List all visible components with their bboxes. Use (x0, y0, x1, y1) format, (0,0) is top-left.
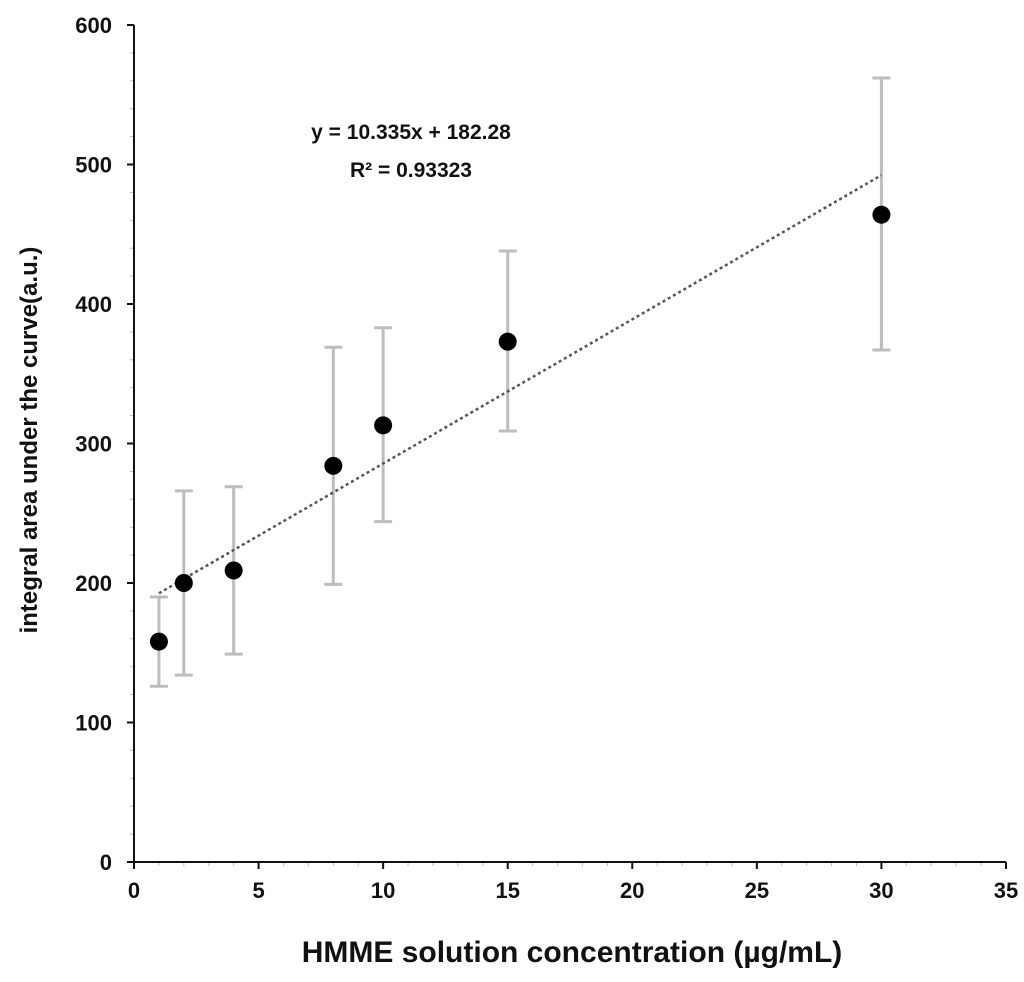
minor-ticks (130, 52, 982, 866)
x-tick-label: 25 (745, 878, 769, 903)
y-tick-label: 600 (75, 13, 112, 38)
trendline (158, 174, 883, 595)
x-axis-title: HMME solution concentration (µg/mL) (302, 936, 843, 969)
data-points (149, 205, 891, 651)
x-tick-label: 0 (128, 878, 140, 903)
y-tick-label: 100 (75, 711, 112, 736)
y-tick-label: 500 (75, 153, 112, 178)
data-point (224, 561, 243, 580)
data-point (872, 205, 891, 224)
data-point (374, 416, 393, 435)
y-tick-label: 200 (75, 571, 112, 596)
y-axis-ticks: 0 100 200 300 400 500 600 (75, 13, 134, 875)
x-tick-label: 20 (620, 878, 644, 903)
y-axis-title: integral area under the curve(a.u.) (16, 247, 43, 634)
trendline-equation: y = 10.335x + 182.28 (311, 121, 511, 144)
data-point (149, 632, 168, 651)
x-tick-label: 15 (495, 878, 519, 903)
x-tick-label: 30 (869, 878, 893, 903)
y-tick-label: 400 (75, 292, 112, 317)
data-point (324, 456, 343, 475)
r-squared-label: R² = 0.93323 (350, 159, 472, 182)
x-tick-label: 5 (252, 878, 264, 903)
data-point (174, 574, 193, 592)
error-bars (149, 76, 891, 688)
data-point (498, 332, 517, 351)
x-tick-label: 35 (994, 878, 1018, 903)
x-axis-ticks: 0 5 10 15 20 25 30 35 (128, 862, 1018, 903)
y-tick-label: 0 (100, 850, 112, 875)
y-tick-label: 300 (75, 432, 112, 457)
x-tick-label: 10 (371, 878, 395, 903)
